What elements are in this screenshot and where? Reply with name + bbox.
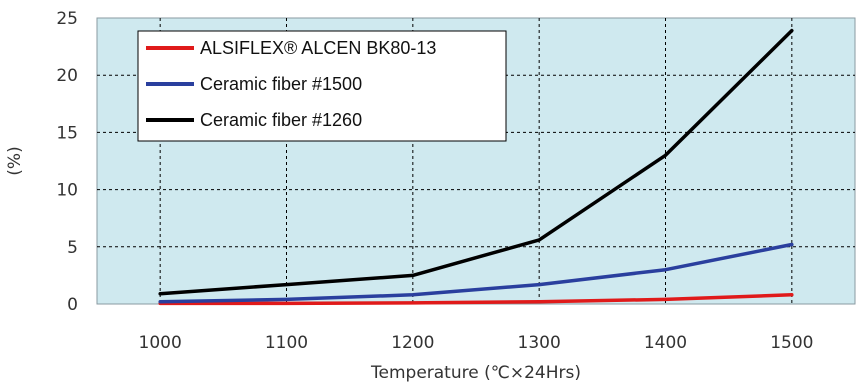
x-tick-label: 1400 — [644, 333, 687, 353]
y-tick-label: 20 — [56, 66, 78, 86]
x-tick-label: 1300 — [518, 333, 561, 353]
y-tick-label: 25 — [56, 9, 78, 29]
legend: ALSIFLEX® ALCEN BK80-13 Ceramic fiber #1… — [137, 30, 507, 142]
x-tick-label: 1500 — [770, 333, 813, 353]
series-lines — [158, 28, 794, 306]
legend-label-ceramic-1500: Ceramic fiber #1500 — [200, 74, 362, 94]
y-axis-ticks: 0 5 10 15 20 25 — [56, 9, 78, 315]
x-tick-label: 1000 — [139, 333, 182, 353]
legend-label-ceramic-1260: Ceramic fiber #1260 — [200, 110, 362, 130]
x-tick-label: 1100 — [265, 333, 308, 353]
x-tick-label: 1200 — [391, 333, 434, 353]
series-line-0 — [158, 293, 794, 306]
x-axis-ticks: 1000 1100 1200 1300 1400 1500 — [139, 333, 814, 353]
y-tick-label: 5 — [67, 238, 78, 258]
y-tick-label: 15 — [56, 123, 78, 143]
legend-label-alsiflex: ALSIFLEX® ALCEN BK80-13 — [200, 38, 436, 58]
series-line-2 — [158, 28, 794, 296]
y-axis-title: (%) — [5, 146, 25, 175]
y-tick-label: 10 — [56, 181, 78, 201]
legend-box — [137, 30, 507, 142]
y-tick-label: 0 — [67, 295, 78, 315]
series-line-1 — [158, 242, 794, 304]
x-axis-title: Temperature (℃×24Hrs) — [370, 363, 581, 383]
